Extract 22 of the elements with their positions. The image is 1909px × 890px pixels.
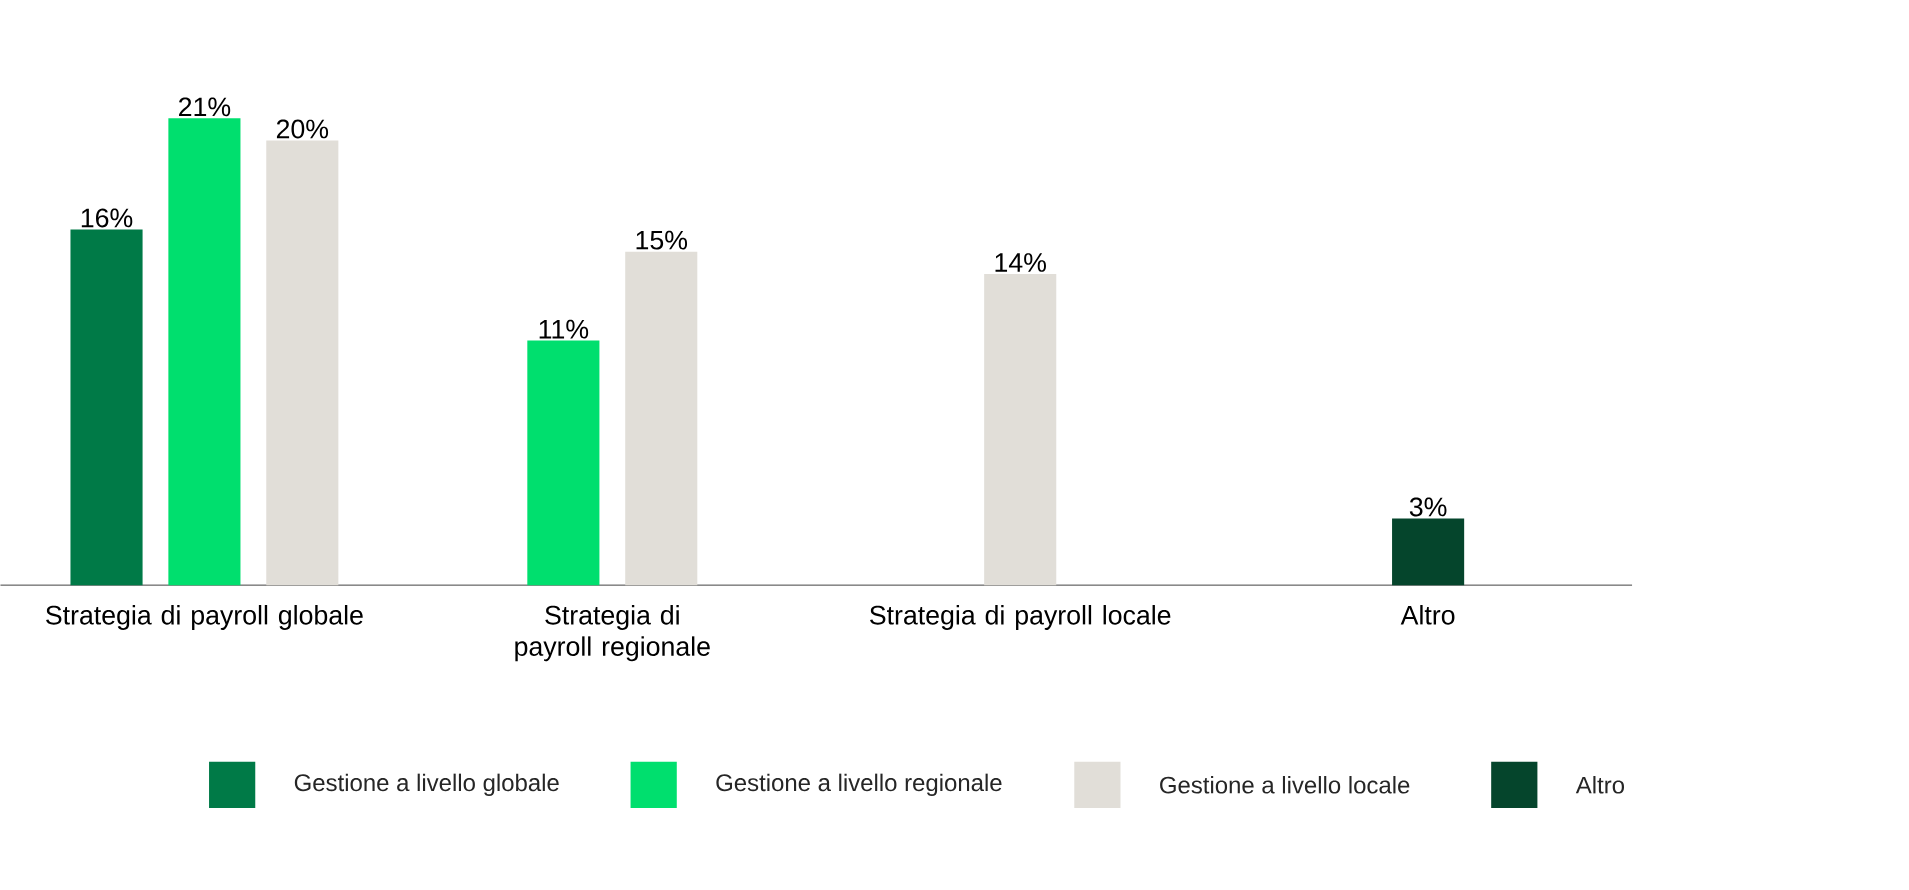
legend-label: Gestione a livello regionale xyxy=(716,773,1002,796)
bar xyxy=(527,340,600,586)
legend-label: Gestione a livello locale xyxy=(1160,775,1410,794)
legend-label: Altro xyxy=(1575,775,1625,794)
bar xyxy=(266,140,339,586)
data-label: 21% xyxy=(179,97,231,117)
x-tick-label: Strategia di payroll locale xyxy=(870,604,1171,630)
bar xyxy=(625,251,698,586)
data-label: 11% xyxy=(539,319,589,339)
data-label: 20% xyxy=(276,119,329,139)
bar xyxy=(168,118,241,586)
x-tick-label: Strategia di payroll regionale xyxy=(515,604,710,662)
data-label: 15% xyxy=(636,230,688,250)
bar xyxy=(70,229,143,586)
data-label: 3% xyxy=(1409,497,1447,517)
legend-label: Gestione a livello globale xyxy=(294,773,559,796)
x-tick-label: Altro xyxy=(1400,604,1455,625)
data-label: 16% xyxy=(81,208,133,228)
x-tick-label: Strategia di payroll globale xyxy=(46,604,363,630)
bar xyxy=(984,273,1057,586)
data-label: 14% xyxy=(995,253,1046,272)
bar xyxy=(1392,518,1465,586)
